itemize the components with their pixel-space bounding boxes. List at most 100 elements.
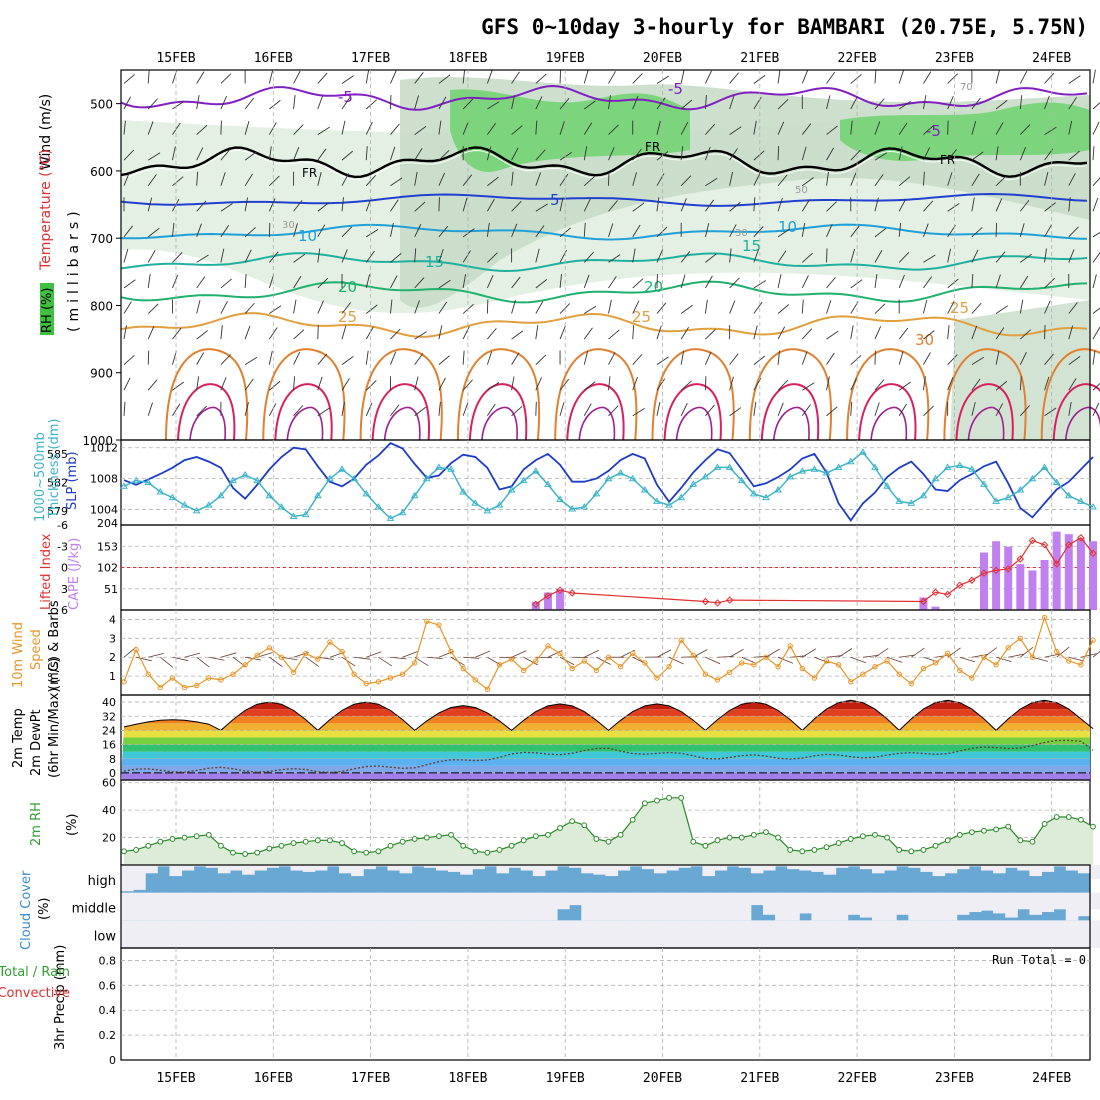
wind-barb (268, 350, 273, 365)
cloud-gap (993, 865, 1006, 874)
wind-barb (196, 352, 205, 365)
wind10-point (775, 663, 781, 670)
wind10-point (605, 654, 612, 660)
wind-barb (123, 74, 136, 84)
precip-panel: 0.8 0.6 0.4 0.2 0 Run Total = 0 (99, 947, 1091, 1067)
wind-barb (341, 325, 347, 340)
wind-barb (1092, 382, 1100, 391)
wind10-point (557, 650, 563, 657)
wind-barb (244, 402, 249, 416)
temp-band (121, 744, 1090, 752)
wind10-barb (172, 656, 189, 661)
contour-35-loop (955, 383, 1014, 441)
cloud-gap (956, 920, 970, 948)
wind-barb (390, 275, 398, 289)
rh-point (363, 849, 370, 856)
rh-point (242, 851, 249, 857)
wind10-barb (511, 650, 527, 658)
wind-barb (705, 275, 713, 289)
wind-barb (172, 100, 185, 110)
wind-barb (244, 197, 248, 212)
thickness-point (156, 487, 165, 495)
thickness-point (459, 487, 468, 495)
wind-barb (801, 199, 811, 212)
contour-freezing (120, 146, 1088, 179)
wind-barb (438, 401, 441, 416)
wind-barb (1092, 326, 1100, 340)
cloud-gap (157, 892, 170, 921)
cloud-gap (726, 865, 740, 867)
wind-barb (632, 148, 642, 161)
thickness-point (362, 489, 371, 497)
cloud-gap (254, 892, 267, 921)
cloud-gap (702, 920, 716, 948)
cloud-gap (1041, 920, 1055, 948)
wind10-point (896, 671, 902, 677)
thickness-point (749, 489, 758, 497)
wind10-label-c: (m/s) & Barbs (47, 600, 62, 690)
wind-barb (898, 381, 911, 391)
wind-barb (729, 95, 735, 110)
cloud-gap (169, 892, 183, 921)
cloud-gap (932, 865, 946, 877)
cloud-gap (666, 865, 679, 871)
pressure-tick-label: 900 (90, 367, 113, 381)
wind-barb (1068, 356, 1081, 366)
wind-barb (487, 252, 498, 263)
cloud-gap (847, 920, 861, 948)
cloud-gap (314, 920, 328, 948)
cloud-gap (666, 892, 679, 921)
wind-barb (220, 96, 228, 110)
wind-barb (341, 173, 349, 186)
thickness-tick-label: 585 (47, 448, 68, 461)
wind-barb (486, 146, 492, 161)
contour-35-loop (468, 383, 528, 441)
li-tick-label: -3 (57, 540, 68, 553)
wind-label: Wind (m/s) (38, 94, 54, 170)
cloud-gap (351, 892, 364, 921)
wind10-barb (196, 656, 210, 668)
wind10-frame (120, 609, 1091, 696)
rh-point (1090, 823, 1096, 830)
thickness-point (1064, 491, 1073, 499)
rh-point (1065, 814, 1072, 820)
rh-point (884, 834, 890, 841)
wind-barb (680, 69, 685, 84)
wind10-point (1053, 648, 1060, 655)
temp-tick-label: 40 (102, 696, 116, 709)
wind-barb (995, 198, 1003, 212)
wind-barb (365, 350, 369, 365)
thickness-point (858, 448, 867, 455)
wind-barb (608, 276, 617, 289)
wind-barb (147, 379, 158, 391)
contour-label-20: 20 (338, 278, 357, 296)
cloud-gap (484, 892, 497, 921)
wind-barb (656, 120, 661, 135)
thickness-point (689, 480, 698, 487)
cloud-gap (375, 865, 388, 867)
wind-barb (511, 95, 515, 110)
wind-barb (559, 98, 570, 110)
li-point (1028, 536, 1037, 545)
date-labels-bottom: 15FEB 16FEB 17FEB 18FEB 19FEB 20FEB 21FEB 22FEB… (156, 1071, 1071, 1086)
wind-barb (850, 354, 862, 365)
wind-barb (147, 274, 151, 289)
wind-barb (147, 121, 154, 135)
cloud-gap (242, 892, 255, 921)
wind10-barb (995, 656, 1012, 663)
contour-30-loop (456, 348, 541, 441)
wind10-barb (838, 648, 853, 658)
wind10-point (508, 656, 515, 662)
wind-barb (826, 71, 836, 84)
rh-point (896, 847, 903, 853)
li-point (992, 566, 1000, 575)
wind10-point (932, 660, 939, 666)
li-point (1016, 555, 1025, 563)
cloud-gap (121, 920, 134, 948)
wind-barb (874, 174, 884, 186)
wind-barb (995, 122, 1004, 135)
cloud-gap (314, 892, 328, 921)
contour-40-loop (675, 406, 713, 441)
wind-barb (898, 222, 902, 237)
thickness-point (798, 467, 807, 474)
